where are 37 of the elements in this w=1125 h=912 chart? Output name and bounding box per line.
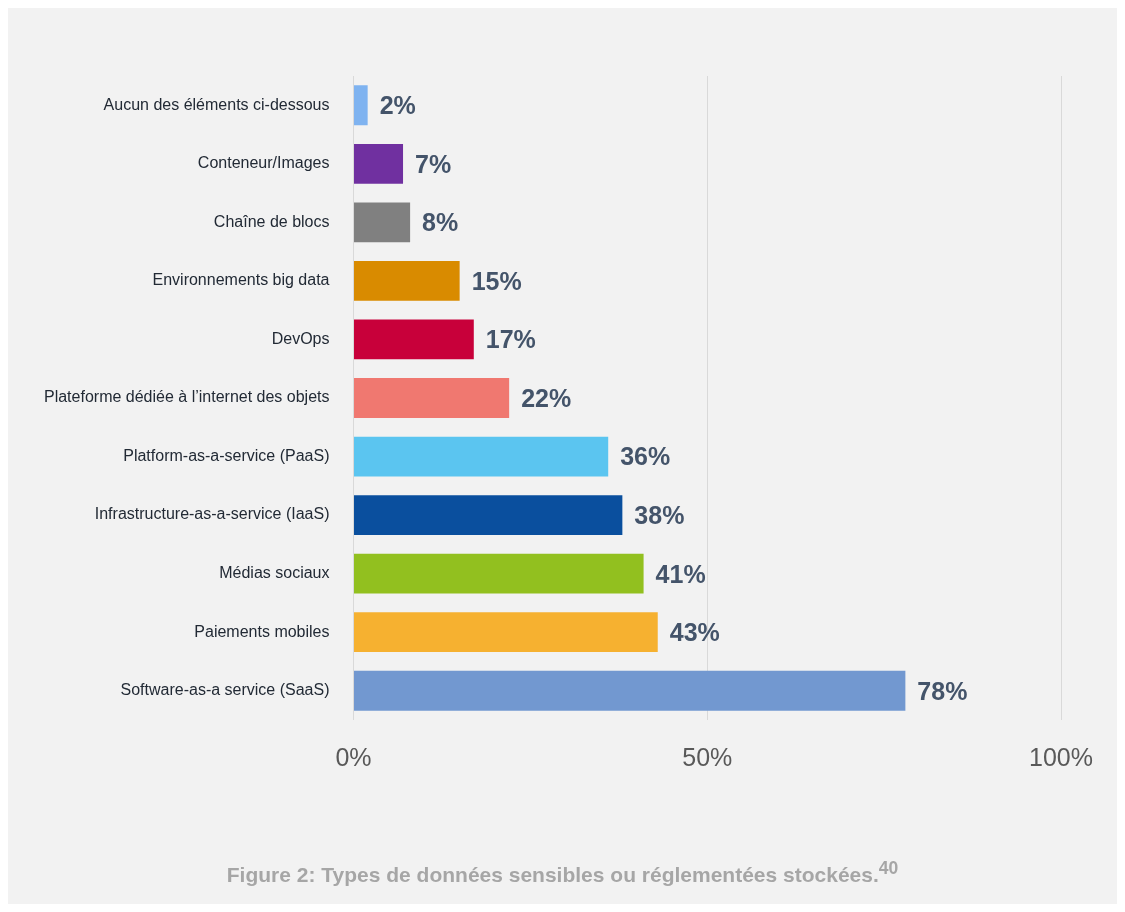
bar — [354, 319, 474, 360]
data-label: 36% — [620, 442, 671, 471]
y-tick-label: Aucun des éléments ci-dessous — [103, 95, 330, 113]
y-tick-label: Environnements big data — [152, 271, 330, 289]
y-tick-label: Platform-as-a-service (PaaS) — [123, 446, 330, 464]
y-tick-label: Plateforme dédiée à l’internet des objets — [43, 388, 330, 406]
bar — [354, 612, 658, 653]
data-label: 43% — [669, 618, 720, 647]
y-tick-label: Chaîne de blocs — [213, 212, 330, 230]
y-tick-label: Software-as-a service (SaaS) — [120, 681, 330, 699]
bar — [354, 553, 644, 594]
y-tick-label: Paiements mobiles — [194, 622, 330, 640]
y-tick-label: Médias sociaux — [219, 564, 330, 582]
bar — [354, 670, 906, 711]
data-label: 78% — [917, 676, 968, 705]
x-tick-label: 50% — [682, 742, 733, 771]
data-label: 7% — [415, 149, 452, 178]
bar — [354, 378, 510, 418]
data-label: 17% — [485, 325, 536, 354]
y-tick-label: DevOps — [271, 329, 330, 347]
data-label: 8% — [422, 208, 459, 237]
data-label: 2% — [379, 91, 416, 120]
data-label: 15% — [471, 266, 522, 295]
y-tick-label: Conteneur/Images — [197, 154, 330, 172]
bar — [354, 85, 368, 126]
caption: Figure 2: Types de données sensibles ou réglementées stockées.$^{40}$ — [225, 858, 900, 887]
bar — [354, 495, 623, 535]
bar — [354, 202, 411, 243]
y-tick-label: Infrastructure-as-a-service (IaaS) — [94, 505, 330, 523]
bar — [354, 436, 609, 477]
data-label: 38% — [634, 500, 685, 529]
x-tick-label: 100% — [1029, 742, 1094, 771]
bar — [354, 143, 404, 184]
data-label: 22% — [521, 383, 572, 412]
x-tick-label: 0% — [335, 742, 372, 771]
data-label: 41% — [655, 559, 706, 588]
bar — [354, 261, 460, 301]
